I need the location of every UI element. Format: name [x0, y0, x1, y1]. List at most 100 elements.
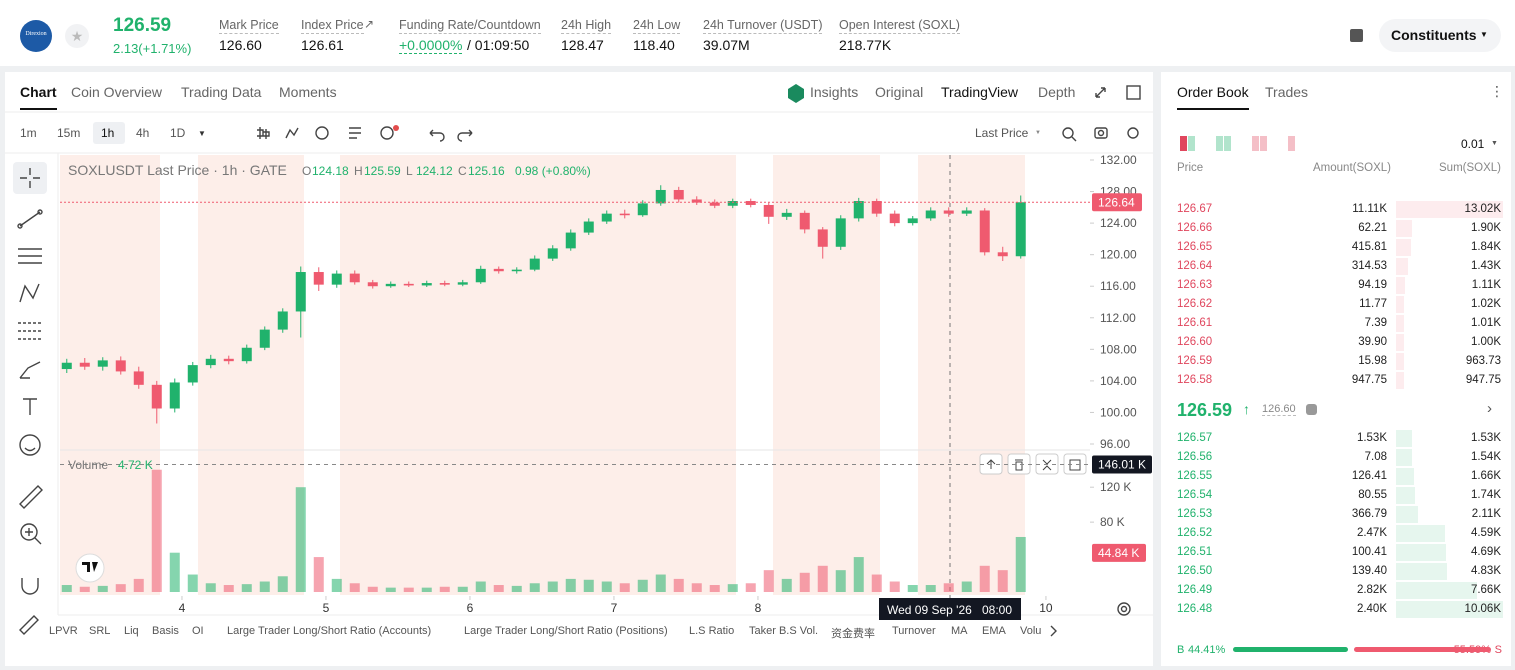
- y-tick-label: 116.00: [1100, 279, 1136, 293]
- candle-body: [943, 210, 954, 214]
- tab[interactable]: Chart: [20, 84, 57, 110]
- stat-value: 218.77K: [839, 37, 892, 53]
- ob-mode[interactable]: [1180, 136, 1187, 151]
- indicator[interactable]: Large Trader Long/Short Ratio (Positions…: [464, 625, 668, 637]
- indicator[interactable]: Taker B.S Vol.: [749, 625, 819, 637]
- indicator[interactable]: LPVR: [49, 625, 78, 637]
- indicator[interactable]: MA: [951, 625, 968, 637]
- depth-bar: [1396, 334, 1405, 351]
- ob-mode[interactable]: [1288, 136, 1295, 151]
- candle-body: [79, 362, 90, 367]
- volume-bar: [349, 583, 360, 592]
- candle-body: [367, 282, 378, 287]
- volume-bar: [241, 584, 252, 592]
- candle-body: [583, 221, 594, 233]
- stat-value: 126.61: [301, 37, 344, 53]
- ob-sum: 1.01K: [1470, 317, 1501, 329]
- price-source[interactable]: Last Price: [975, 126, 1029, 140]
- ob-mode[interactable]: [1216, 136, 1223, 151]
- volume-bar: [259, 581, 270, 592]
- volume-bar: [1015, 536, 1026, 592]
- ob-sum: 1.11K: [1471, 279, 1501, 291]
- tab[interactable]: Coin Overview: [71, 84, 163, 100]
- ob-sum: 1.00K: [1470, 336, 1501, 348]
- depth-bar: [1396, 525, 1445, 542]
- ob-amount: 366.79: [1351, 508, 1387, 520]
- volume-bar: [691, 583, 702, 592]
- legend-value: 124.18: [312, 164, 349, 178]
- candle-body: [997, 252, 1008, 257]
- candle-body: [529, 258, 540, 270]
- ob-amount: 2.82K: [1356, 584, 1387, 596]
- view-tab[interactable]: Insights: [810, 84, 859, 100]
- view-tab[interactable]: Original: [875, 84, 924, 100]
- candle-body: [637, 203, 648, 216]
- indicator[interactable]: Volu: [1020, 625, 1042, 637]
- ob-tab[interactable]: Order Book: [1177, 84, 1249, 110]
- interval[interactable]: 1m: [20, 126, 37, 140]
- x-tick-label: 7: [611, 601, 618, 615]
- volume-bar: [943, 583, 954, 592]
- ob-caret: ▼: [1491, 140, 1498, 147]
- volume-bar: [709, 585, 720, 592]
- ob-price: 126.61: [1177, 317, 1213, 329]
- depth-bar: [1396, 468, 1414, 485]
- indicator[interactable]: L.S Ratio: [689, 625, 735, 637]
- indicator[interactable]: Basis: [152, 625, 179, 637]
- y-tick-label: 104.00: [1100, 374, 1137, 388]
- tab[interactable]: Trading Data: [181, 84, 262, 100]
- interval[interactable]: 15m: [57, 126, 81, 140]
- mid-chevron[interactable]: ›: [1487, 400, 1492, 417]
- price-change: 2.13(+1.71%): [113, 41, 192, 56]
- ob-sum: 1.53K: [1470, 432, 1501, 444]
- legend-key: L: [406, 164, 413, 178]
- ob-price: 126.55: [1177, 470, 1213, 482]
- drawing-tools: [13, 85, 1141, 637]
- indicator[interactable]: 资金费率: [831, 628, 875, 640]
- volume-bar: [745, 583, 756, 592]
- volume-bar: [313, 557, 324, 592]
- depth-bar: [1396, 258, 1408, 275]
- indicator[interactable]: EMA: [982, 625, 1006, 637]
- ob-header: Sum(SOXL): [1439, 162, 1501, 174]
- indicator[interactable]: Liq: [124, 625, 139, 637]
- depth-bar: [1396, 582, 1478, 599]
- caret: ▼: [1480, 30, 1488, 39]
- candle-body: [745, 201, 756, 205]
- constituents-button[interactable]: [1379, 19, 1501, 52]
- tab[interactable]: Moments: [279, 84, 337, 100]
- stat-value: 126.60: [219, 37, 262, 53]
- index-arrow: ↗: [364, 17, 375, 31]
- x-tick-label: 5: [323, 601, 330, 615]
- y-tick-label: 96.00: [1100, 437, 1130, 451]
- interval[interactable]: 1D: [170, 126, 186, 140]
- ob-amount: 2.47K: [1356, 527, 1387, 539]
- ob-price: 126.51: [1177, 546, 1213, 558]
- indicator[interactable]: Large Trader Long/Short Ratio (Accounts): [227, 625, 432, 637]
- interval[interactable]: 1h: [101, 126, 115, 140]
- stat-value: 118.40: [633, 37, 675, 53]
- ob-mode[interactable]: [1252, 136, 1259, 151]
- legend-value: 125.59: [364, 164, 401, 178]
- ob-sum: 1.43K: [1470, 260, 1501, 272]
- legend-value: 124.12: [416, 164, 453, 178]
- ob-price: 126.57: [1177, 432, 1213, 444]
- legend-symbol: SOXLUSDT Last Price · 1h · GATE: [68, 162, 287, 178]
- legend-change: 0.98 (+0.80%): [515, 164, 591, 178]
- depth-bar: [1396, 430, 1413, 447]
- indicator[interactable]: Turnover: [892, 625, 936, 637]
- indicator[interactable]: SRL: [89, 625, 111, 637]
- legend-key: C: [458, 164, 467, 178]
- candle-body: [331, 273, 342, 285]
- volume-bar: [457, 586, 468, 592]
- view-tab[interactable]: Depth: [1038, 84, 1076, 100]
- volume-bar: [61, 585, 72, 592]
- view-tab[interactable]: TradingView: [941, 84, 1019, 100]
- indicator[interactable]: OI: [192, 625, 204, 637]
- favorite[interactable]: ★: [65, 24, 89, 48]
- ob-tab[interactable]: Trades: [1265, 84, 1309, 100]
- candle-body: [691, 199, 702, 203]
- ob-precision[interactable]: 0.01: [1461, 137, 1485, 151]
- interval[interactable]: 4h: [136, 126, 150, 140]
